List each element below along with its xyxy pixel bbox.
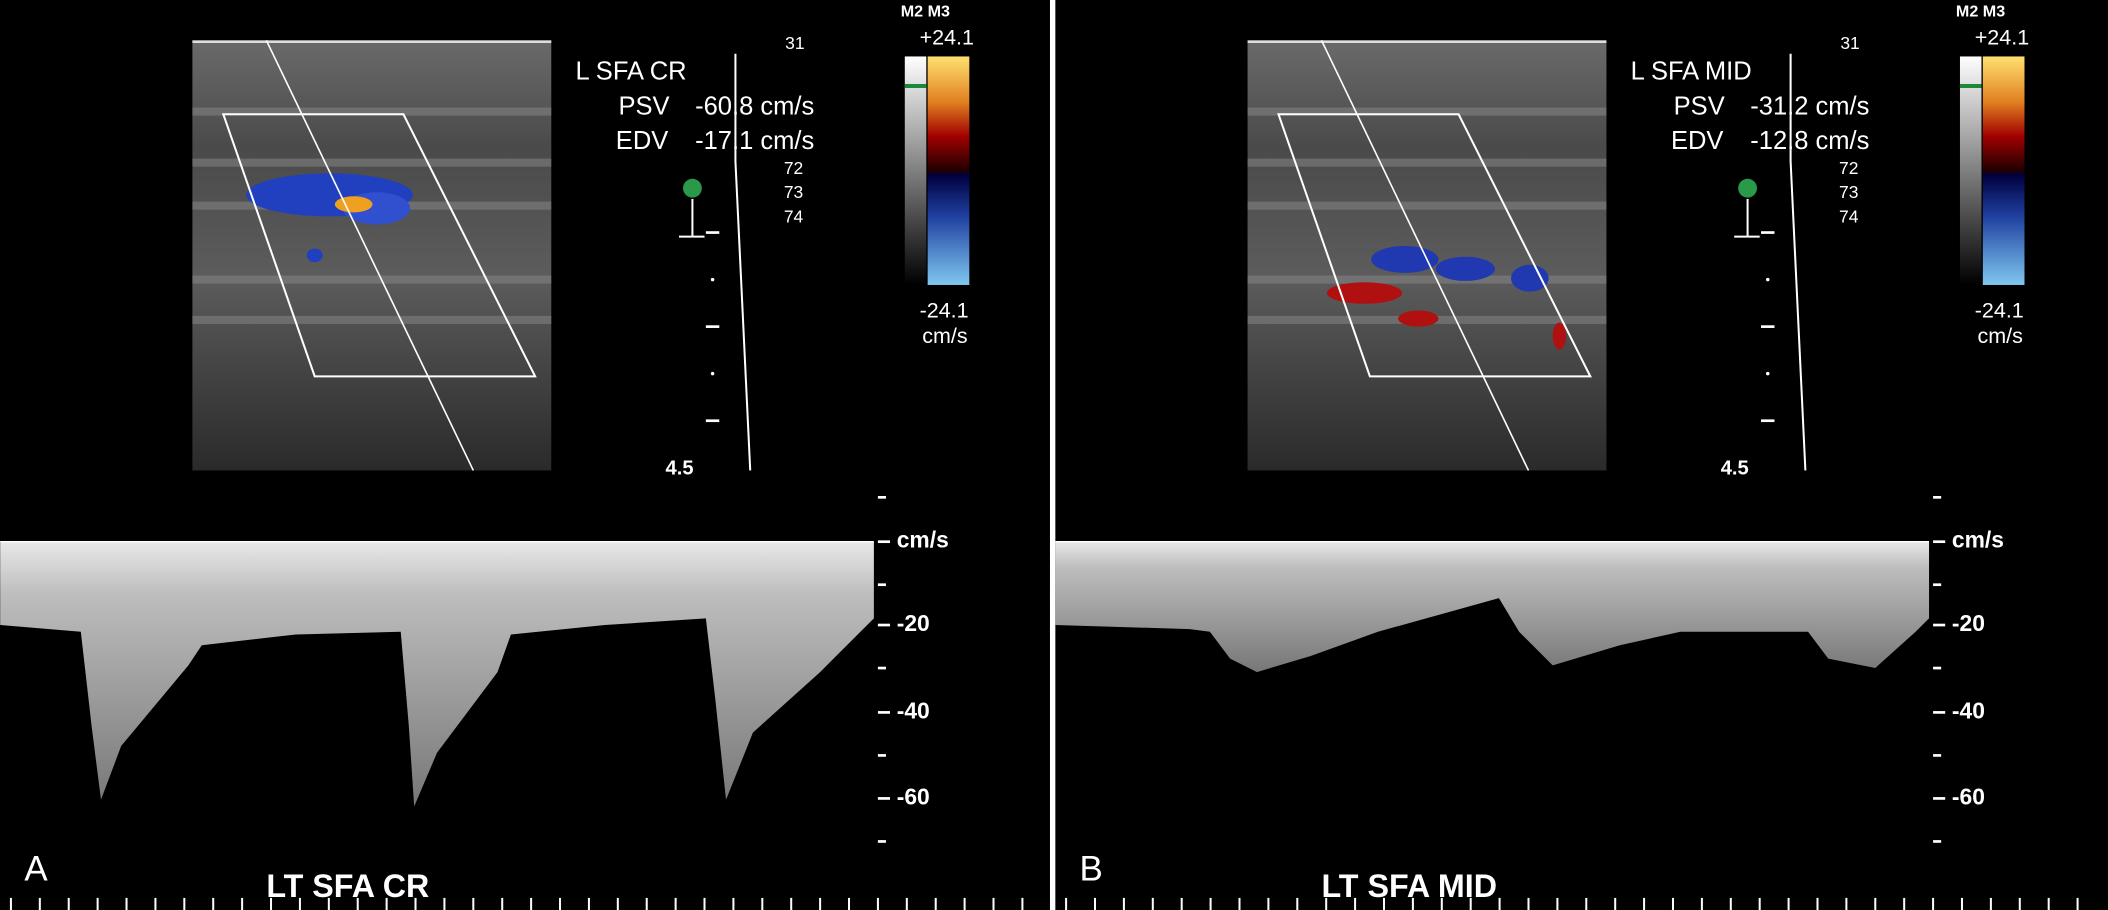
depth-dot — [1766, 277, 1770, 282]
velocity-label: cm/s — [1952, 527, 2004, 553]
velocity-label: -20 — [897, 610, 930, 636]
depth-mark: 72 — [1839, 158, 1858, 178]
color-box — [1277, 113, 1592, 378]
velocity-label: -20 — [1952, 610, 1985, 636]
scale-unit: cm/s — [1977, 324, 2022, 348]
panel: L SFA CR PSV -60.8 cm/s EDV -17.1 cm/s 31 M2 M… — [0, 2, 1024, 910]
color-flow — [1398, 310, 1439, 327]
velocity-label: -40 — [897, 697, 930, 723]
depth-scale — [1789, 53, 1807, 471]
panel: L SFA MID PSV -31.2 cm/s EDV -12.8 cm/s 31 M2 … — [1055, 2, 2079, 910]
tissue-band — [192, 275, 552, 284]
spectral-waveform — [0, 541, 874, 807]
scale-top: +24.1 — [920, 26, 974, 50]
color-flow — [1326, 282, 1403, 304]
depth-dot — [1766, 371, 1770, 376]
edv-label: EDV — [616, 127, 668, 155]
doppler-cursor — [265, 39, 475, 471]
b-mode-image — [192, 40, 552, 471]
color-flow — [334, 196, 373, 213]
depth-label: 4.5 — [666, 457, 694, 479]
tissue-band — [1247, 201, 1607, 210]
scale-bottom: -24.1 — [1975, 299, 2024, 323]
doppler-cursor — [1320, 39, 1530, 471]
psv-value: -60.8 cm/s — [695, 92, 814, 120]
depth-dot — [710, 277, 715, 282]
frame-number: 31 — [785, 33, 804, 53]
depth-mark: 73 — [1839, 182, 1858, 202]
depth-mark: 74 — [1839, 206, 1859, 226]
tissue-band — [1247, 158, 1607, 167]
scale-top: +24.1 — [1975, 26, 2029, 50]
psv-value: -31.2 cm/s — [1750, 92, 1869, 120]
gray-bar — [904, 56, 927, 285]
panel-label: A — [24, 849, 48, 888]
depth-mark: 72 — [784, 158, 803, 178]
frame-number: 31 — [1840, 33, 1859, 53]
color-flow — [1511, 264, 1549, 292]
color-flow — [1371, 245, 1439, 273]
velocity-label: cm/s — [897, 527, 949, 553]
color-bar — [927, 56, 970, 285]
mode-label: M2 M3 — [1956, 2, 2005, 20]
color-flow — [1435, 256, 1495, 281]
scale-bottom: -24.1 — [920, 299, 969, 323]
study-title: LT SFA MID — [1321, 868, 1497, 904]
color-bar — [1982, 56, 2025, 285]
divider — [1049, 0, 1056, 910]
focus-marker — [683, 178, 702, 198]
depth-mark: 73 — [784, 182, 803, 202]
gray-bar — [1959, 56, 1982, 285]
tissue-band — [192, 158, 552, 167]
scale-unit: cm/s — [922, 324, 967, 348]
psv-label: PSV — [618, 92, 669, 120]
mode-label: M2 M3 — [901, 2, 950, 20]
velocity-label: -60 — [897, 783, 930, 809]
color-flow — [306, 248, 323, 263]
edv-label: EDV — [1671, 127, 1723, 155]
site-label: L SFA CR — [575, 57, 686, 85]
color-box — [221, 113, 537, 378]
tissue-band — [192, 315, 552, 324]
depth-mark: 74 — [784, 206, 804, 226]
velocity-label: -40 — [1952, 697, 1985, 723]
focus-marker — [1738, 178, 1757, 198]
tissue-band — [1247, 107, 1607, 116]
edv-value: -12.8 cm/s — [1750, 127, 1869, 155]
tissue-band — [192, 107, 552, 116]
depth-label: 4.5 — [1721, 457, 1749, 479]
site-label: L SFA MID — [1631, 57, 1752, 85]
depth-scale — [734, 53, 752, 471]
depth-dot — [710, 371, 715, 376]
panel-label: B — [1080, 849, 1103, 888]
color-flow — [1552, 322, 1567, 350]
study-title: LT SFA CR — [266, 868, 429, 904]
psv-label: PSV — [1674, 92, 1725, 120]
spectral-waveform — [1055, 541, 1930, 673]
edv-value: -17.1 cm/s — [695, 127, 814, 155]
velocity-label: -60 — [1952, 783, 1985, 809]
tissue-band — [1247, 275, 1607, 284]
